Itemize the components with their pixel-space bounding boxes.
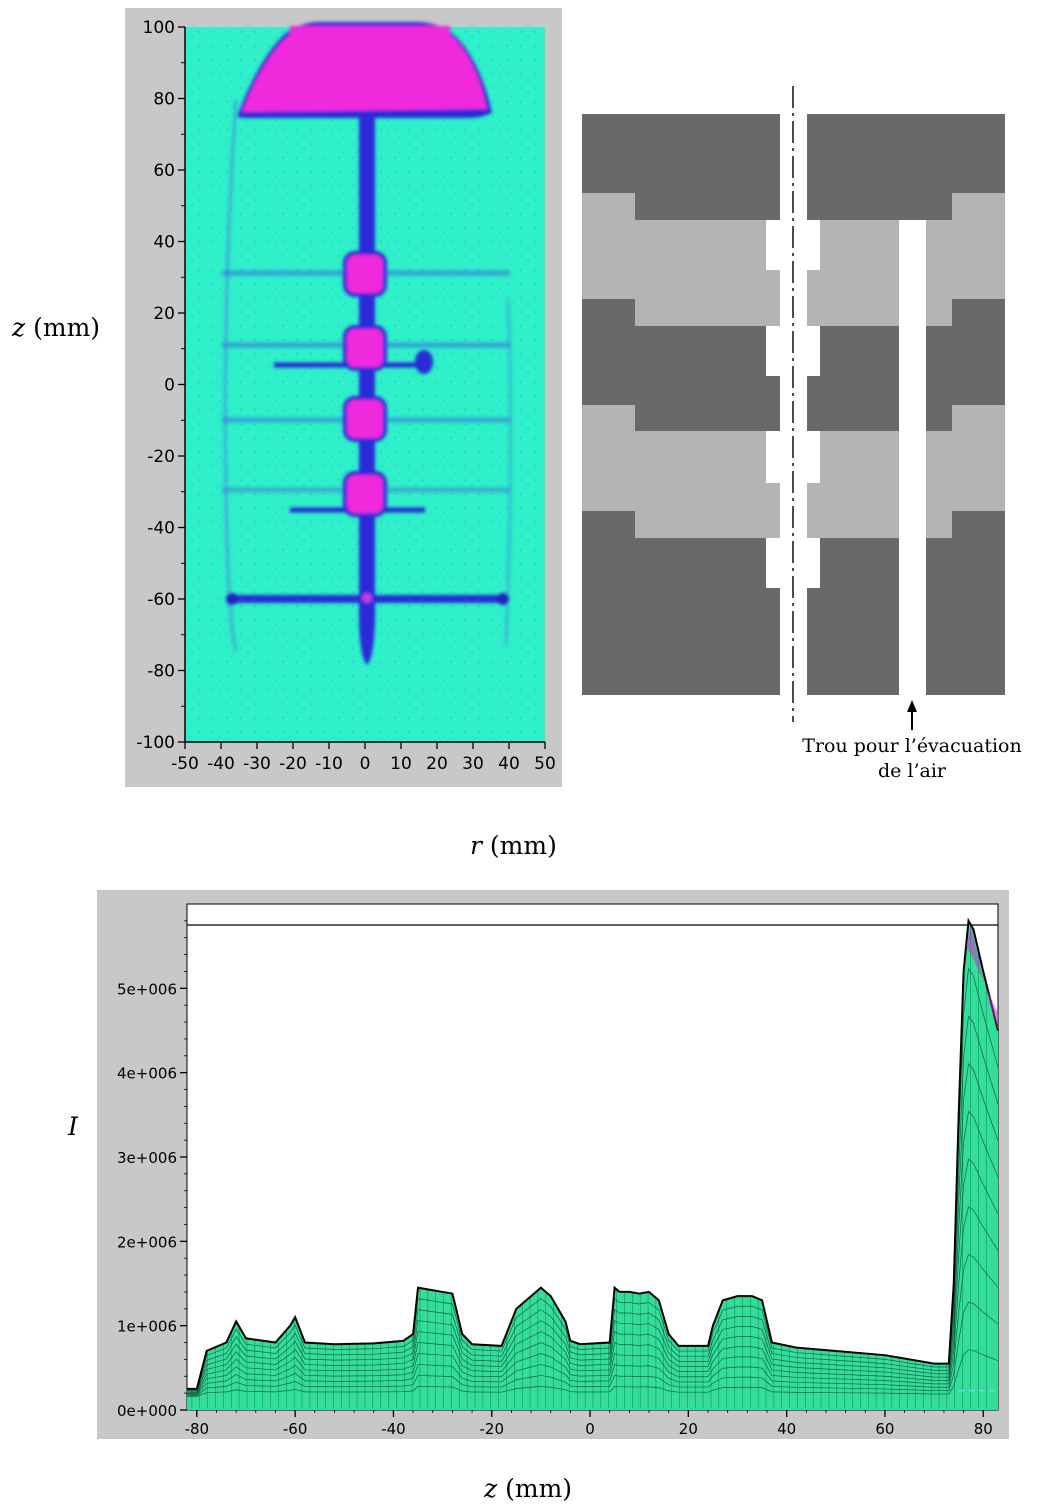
- y-tick-label: 0e+000: [117, 1402, 177, 1420]
- mesh-line: [187, 1206, 999, 1395]
- panel-c: 0e+000 1e+006 2e+006 3e+006 4e+006 5e+006 -80…: [67, 890, 1009, 1503]
- y-tick-label: 1e+006: [117, 1318, 177, 1336]
- x-tick-label: -80: [185, 1420, 210, 1438]
- panel-c-plot-area: [186, 903, 999, 1411]
- y-tick-label: -40: [147, 519, 175, 539]
- intensity-surface: [187, 917, 999, 1410]
- x-tick-label: -30: [243, 754, 271, 774]
- air-hole-caption: Trou pour l’évacuation: [802, 735, 1021, 757]
- x-tick-label: -40: [381, 1420, 406, 1438]
- x-tick-label: 0: [360, 754, 371, 774]
- panel-c-y-axis: 0e+000 1e+006 2e+006 3e+006 4e+006 5e+006: [117, 920, 187, 1420]
- x-tick-label: 50: [534, 754, 556, 774]
- y-tick-label: 2e+006: [117, 1233, 177, 1251]
- x-tick-label: -60: [283, 1420, 308, 1438]
- mesh-line: [187, 1110, 999, 1393]
- panel-a-image-features: [222, 22, 513, 665]
- mesh-line: [187, 1158, 999, 1394]
- y-tick-label: -80: [147, 662, 175, 682]
- x-tick-label: -50: [171, 754, 199, 774]
- y-tick-label: 5e+006: [117, 980, 177, 998]
- panel-c-x-axis: -80 -60 -40 -20 0 20 40 60 80: [185, 1410, 993, 1438]
- x-tick-label: -10: [315, 754, 343, 774]
- panel-a-x-label: r (mm): [470, 831, 557, 860]
- x-tick-label: 10: [390, 754, 412, 774]
- peak-highlight: [966, 925, 998, 1031]
- intensity-outline: [187, 917, 999, 1390]
- y-tick-label: 20: [153, 304, 175, 324]
- panel-c-y-label: I: [67, 1112, 79, 1141]
- mesh-line: [187, 967, 999, 1391]
- x-tick-label: 30: [462, 754, 484, 774]
- mesh-line: [187, 1349, 999, 1397]
- x-tick-label: 80: [974, 1420, 993, 1438]
- y-tick-label: 0: [164, 376, 175, 396]
- x-tick-label: 20: [426, 754, 448, 774]
- panel-a-y-axis: 100 80 60 40 20 0 -20 -40 -60 -80 -100: [136, 18, 185, 753]
- panel-a-y-label: z (mm): [11, 313, 100, 342]
- mesh-line: [187, 1062, 999, 1392]
- mesh-line: [187, 1253, 999, 1396]
- y-tick-label: -60: [147, 590, 175, 610]
- y-tick-label: 3e+006: [117, 1149, 177, 1167]
- y-tick-label: 100: [143, 18, 175, 38]
- mesh-line: [187, 1301, 999, 1397]
- x-tick-label: -40: [207, 754, 235, 774]
- air-hole: [899, 220, 926, 700]
- y-tick-label: 60: [153, 161, 175, 181]
- y-tick-label: 40: [153, 233, 175, 253]
- y-tick-label: -20: [147, 447, 175, 467]
- y-tick-label: 80: [153, 90, 175, 110]
- x-tick-label: 0: [585, 1420, 595, 1438]
- panel-a-x-axis: -50 -40 -30 -20 -10 0 10 20 30 40 50: [171, 742, 556, 774]
- y-tick-label: -100: [136, 733, 175, 753]
- panel-c-x-label: z (mm): [483, 1474, 572, 1503]
- air-hole-caption: de l’air: [878, 760, 947, 782]
- y-tick-label: 4e+006: [117, 1065, 177, 1083]
- panel-b: Trou pour l’évacuation de l’air: [582, 86, 1022, 782]
- x-tick-label: 60: [875, 1420, 894, 1438]
- x-tick-label: 20: [679, 1420, 698, 1438]
- mesh-line: [187, 1015, 999, 1391]
- x-tick-label: -20: [279, 754, 307, 774]
- x-tick-label: 40: [777, 1420, 796, 1438]
- x-tick-label: -20: [479, 1420, 504, 1438]
- x-tick-label: 40: [498, 754, 520, 774]
